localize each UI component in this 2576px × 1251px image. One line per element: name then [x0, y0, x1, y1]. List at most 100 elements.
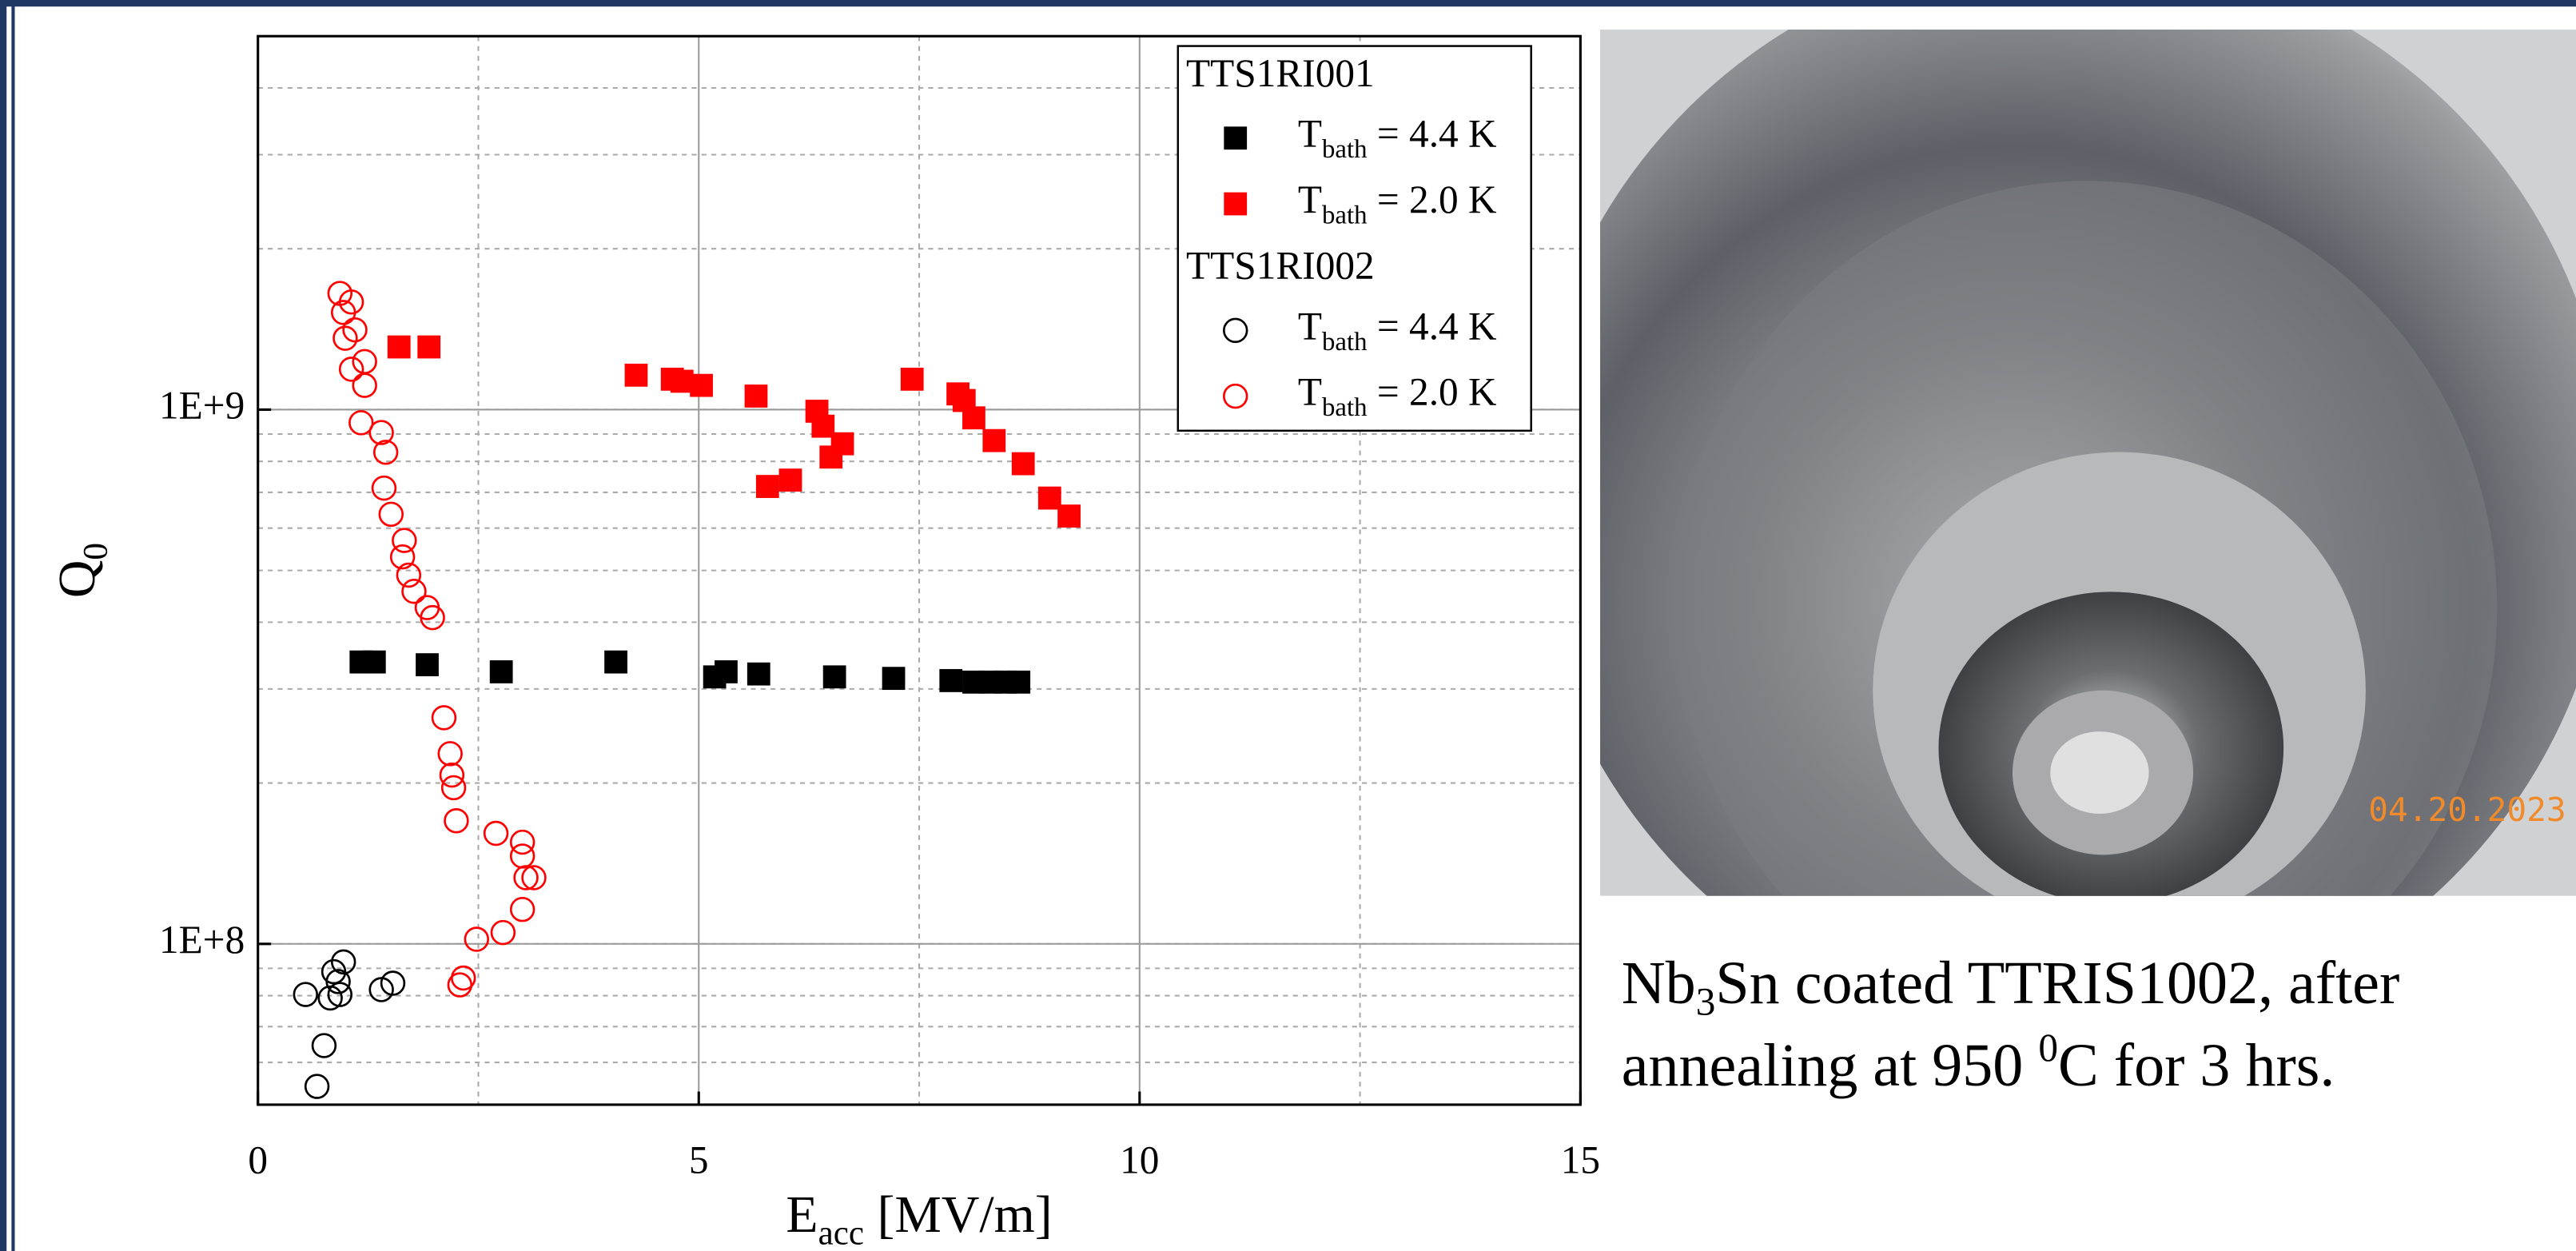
photo-date: 04.20.2023	[2368, 791, 2566, 829]
marker-circle	[371, 475, 397, 501]
y-tick-label: 1E+8	[159, 918, 245, 962]
marker-circle	[368, 420, 394, 445]
marker-circle	[483, 820, 509, 847]
marker-square	[624, 363, 648, 387]
legend-group-title: TTS1RI001	[1186, 51, 1375, 95]
marker-square	[1037, 486, 1061, 510]
marker-square	[489, 660, 513, 683]
legend-label-rest: = 2.0 K	[1368, 177, 1497, 221]
marker-square	[387, 335, 411, 359]
marker-square	[1007, 670, 1031, 694]
caption-text: C for 3 hrs.	[2058, 1032, 2335, 1099]
marker-square	[882, 667, 906, 691]
legend-box	[1177, 45, 1532, 432]
legend-label-rest: = 2.0 K	[1368, 370, 1497, 414]
marker-square	[830, 432, 854, 456]
x-tick-label: 15	[1561, 1137, 1600, 1181]
legend-label-sub: bath	[1322, 135, 1368, 164]
chart: 0 5 10 15 1E+8 1E+9 Eacc [MV/m] Q0 TTS1RI001 Tbat…	[48, 34, 1600, 1251]
marker-square	[747, 662, 770, 686]
legend-label-rest: = 4.4 K	[1368, 305, 1497, 349]
marker-circle	[338, 357, 364, 382]
y-tick-label: 1E+9	[159, 384, 245, 428]
marker-square	[1057, 504, 1081, 528]
marker-square	[416, 653, 439, 676]
marker-square	[982, 428, 1006, 452]
legend-label-sub: bath	[1322, 327, 1368, 356]
marker-square	[939, 669, 963, 692]
marker-circle	[444, 808, 469, 834]
marker-circle	[396, 562, 422, 588]
caption-text: Nb	[1622, 950, 1696, 1017]
marker-circle	[420, 604, 445, 631]
legend-label-rest: = 4.4 K	[1368, 112, 1497, 156]
marker-circle	[392, 528, 417, 553]
marker-circle	[380, 970, 406, 996]
caption-line-1: Nb3Sn coated TTRIS1002, after	[1622, 950, 2400, 1023]
marker-circle	[330, 300, 356, 325]
marker-circle	[352, 349, 377, 375]
legend-label-main: T	[1298, 177, 1322, 221]
marker-square	[755, 475, 779, 498]
legend-group-title: TTS1RI002	[1186, 244, 1375, 288]
caption-sup: 0	[2038, 1026, 2058, 1070]
x-tick-label: 5	[689, 1137, 709, 1181]
frame-left-inner	[11, 0, 15, 1251]
marker-circle	[304, 1074, 330, 1099]
marker-square	[715, 660, 738, 683]
marker-square	[670, 369, 694, 393]
caption-text: annealing at 950	[1622, 1032, 2039, 1099]
marker-circle	[401, 578, 427, 604]
x-axis-label-sub: acc	[818, 1214, 864, 1251]
marker-square	[1224, 126, 1248, 150]
caption-text: Sn coated TTRIS1002, after	[1715, 950, 2399, 1017]
marker-square	[744, 384, 768, 408]
x-axis-label-main: E	[786, 1185, 818, 1244]
marker-circle	[372, 440, 399, 465]
frame-left	[0, 0, 7, 1251]
marker-circle	[389, 544, 416, 570]
caption-line-2: annealing at 950 0C for 3 hrs.	[1622, 1026, 2335, 1099]
marker-circle	[378, 501, 404, 528]
legend-label: Tbath = 2.0 K	[1298, 370, 1497, 422]
marker-circle	[342, 317, 368, 343]
legend-label-main: T	[1298, 112, 1322, 156]
y-axis-label-main: Q	[48, 560, 106, 599]
marker-square	[778, 468, 802, 492]
legend-label: Tbath = 4.4 K	[1298, 305, 1497, 357]
marker-circle	[437, 741, 463, 767]
caption-sub: 3	[1696, 980, 1716, 1024]
marker-circle	[439, 762, 465, 788]
marker-square	[604, 650, 627, 674]
marker-square	[1224, 192, 1248, 216]
marker-circle	[431, 705, 457, 731]
x-axis-label: Eacc [MV/m]	[786, 1185, 1052, 1251]
marker-circle	[509, 896, 536, 922]
marker-square	[362, 650, 386, 674]
legend-label-sub: bath	[1322, 201, 1368, 229]
frame-top	[0, 0, 2576, 7]
y-axis-label: Q0	[48, 543, 114, 598]
marker-square	[690, 373, 713, 397]
marker-circle	[464, 926, 490, 952]
marker-square	[822, 665, 846, 689]
marker-circle	[509, 829, 536, 855]
marker-circle	[352, 373, 377, 398]
marker-circle	[490, 919, 516, 946]
marker-circle	[317, 985, 343, 1011]
marker-square	[811, 414, 835, 438]
marker-square	[962, 406, 985, 430]
legend-label-sub: bath	[1322, 393, 1368, 422]
x-tick-label: 0	[248, 1137, 268, 1181]
marker-square	[1011, 452, 1035, 476]
x-tick-label: 10	[1120, 1137, 1159, 1181]
marker-circle	[327, 982, 353, 1007]
marker-circle	[447, 972, 473, 998]
marker-circle	[513, 865, 539, 890]
marker-circle	[332, 325, 358, 351]
marker-square	[417, 335, 441, 359]
legend-label: Tbath = 2.0 K	[1298, 177, 1497, 229]
marker-circle	[311, 1033, 337, 1058]
